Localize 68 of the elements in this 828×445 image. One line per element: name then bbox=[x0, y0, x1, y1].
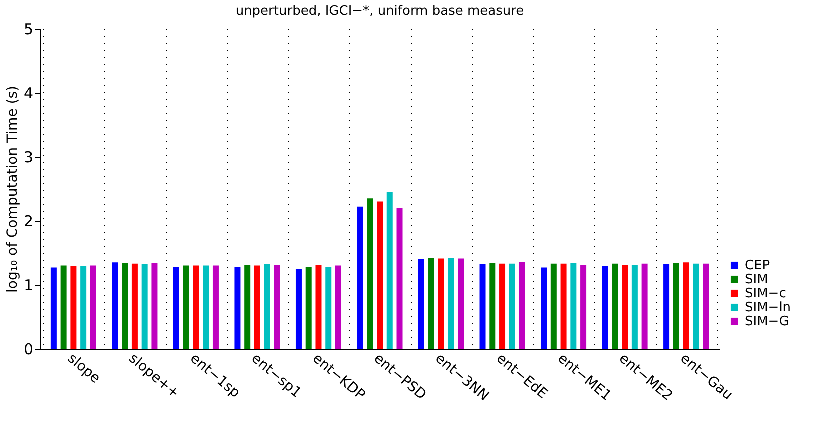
legend-label: CEP bbox=[745, 258, 770, 274]
y-axis-title: log₁₀ of Computation Time (s) bbox=[4, 86, 21, 293]
bar bbox=[306, 267, 312, 349]
bar bbox=[509, 264, 516, 349]
bar bbox=[132, 264, 138, 349]
bar bbox=[234, 267, 241, 349]
bar bbox=[212, 266, 219, 349]
bar bbox=[244, 265, 251, 349]
y-tick-label: 5 bbox=[24, 20, 34, 38]
bar bbox=[274, 265, 280, 349]
bar bbox=[500, 264, 506, 349]
y-tick-label: 0 bbox=[24, 340, 34, 358]
bar bbox=[50, 268, 57, 349]
bar bbox=[438, 258, 444, 349]
bar bbox=[326, 267, 332, 349]
bar bbox=[541, 268, 548, 349]
bar bbox=[296, 269, 302, 349]
chart-title: unperturbed, IGCI−*, uniform base measure bbox=[236, 4, 524, 19]
y-tick-label: 1 bbox=[24, 276, 34, 294]
bar bbox=[183, 266, 190, 349]
legend-label: SIM−G bbox=[745, 314, 790, 330]
bar bbox=[683, 262, 690, 349]
bar bbox=[357, 206, 364, 349]
bar bbox=[80, 266, 87, 349]
bar bbox=[550, 264, 557, 349]
bar bbox=[703, 264, 710, 349]
bar bbox=[570, 263, 577, 349]
bar bbox=[693, 264, 700, 349]
bar bbox=[396, 208, 403, 349]
bar bbox=[448, 258, 454, 349]
bar bbox=[386, 192, 393, 349]
bar bbox=[203, 266, 210, 349]
bar bbox=[622, 265, 628, 349]
bar bbox=[112, 262, 118, 349]
bar bbox=[490, 263, 496, 349]
legend-label: SIM−c bbox=[745, 286, 786, 302]
bar bbox=[122, 263, 128, 349]
y-tick-label: 2 bbox=[24, 212, 34, 230]
bar bbox=[193, 266, 200, 349]
bar bbox=[632, 265, 638, 349]
bar bbox=[519, 262, 526, 349]
bar bbox=[428, 258, 434, 349]
bar bbox=[642, 264, 648, 349]
bar bbox=[367, 198, 374, 349]
bar bbox=[152, 263, 158, 349]
bar bbox=[336, 266, 342, 349]
bar bbox=[612, 264, 618, 349]
bar bbox=[60, 266, 67, 349]
bar bbox=[90, 266, 96, 349]
bar bbox=[377, 202, 383, 349]
bar bbox=[664, 264, 670, 349]
bar bbox=[580, 265, 587, 349]
bar bbox=[264, 264, 270, 349]
bar bbox=[70, 266, 77, 349]
bar bbox=[480, 264, 486, 349]
y-tick-label: 3 bbox=[24, 148, 34, 166]
legend-label: SIM bbox=[745, 272, 768, 288]
bar bbox=[142, 264, 148, 349]
bar bbox=[316, 265, 322, 349]
legend-label: SIM−ln bbox=[745, 300, 792, 316]
bar bbox=[458, 258, 464, 349]
bar bbox=[173, 267, 180, 349]
y-tick-label: 4 bbox=[24, 84, 34, 102]
bar bbox=[560, 264, 567, 349]
bar bbox=[254, 266, 260, 349]
bar bbox=[602, 266, 608, 349]
bar bbox=[418, 259, 424, 349]
bar bbox=[673, 263, 680, 349]
